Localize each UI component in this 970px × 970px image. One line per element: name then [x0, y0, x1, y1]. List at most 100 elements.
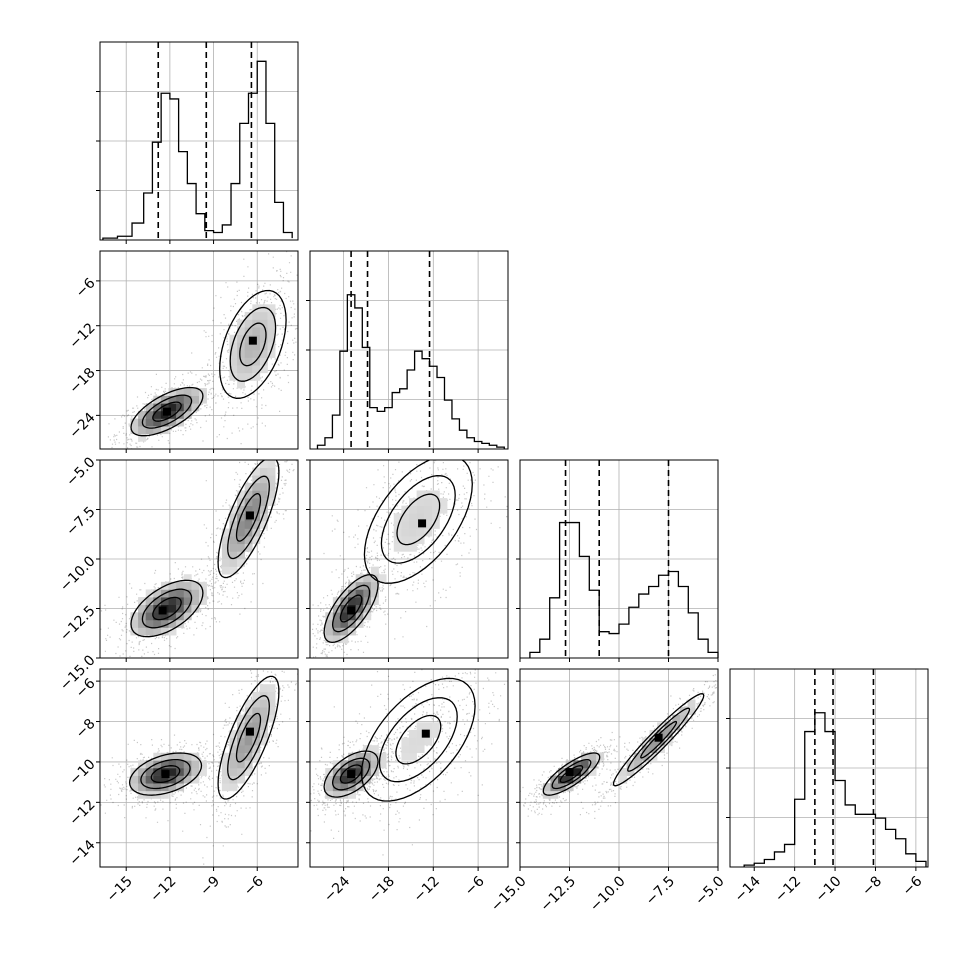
density-cell [252, 350, 261, 358]
density-cell [267, 482, 276, 491]
contour-line [130, 386, 204, 437]
contour-line [239, 322, 267, 367]
density-cell [259, 498, 268, 506]
contour-line [323, 750, 379, 798]
density-cell [259, 707, 268, 715]
density-cell [439, 505, 448, 514]
density-cell [259, 304, 268, 313]
density-cell [348, 581, 356, 590]
density-cell [199, 597, 207, 605]
density-cell [176, 604, 185, 613]
density-cell [168, 619, 177, 628]
density-cell [153, 597, 162, 605]
density-cell [267, 707, 276, 715]
density-cell [424, 505, 433, 514]
density-cell [229, 372, 238, 381]
density-cell [363, 760, 372, 769]
density-cell [130, 619, 139, 628]
scatter-panel-3-0 [100, 669, 298, 867]
density-cell [267, 319, 276, 328]
y-tick-label: −12.5 [57, 603, 99, 645]
contour-line [612, 693, 705, 787]
density-cell [267, 342, 276, 351]
density-cell [221, 775, 230, 784]
density-cell [138, 619, 146, 628]
density-cell [229, 543, 238, 552]
density-cell [183, 388, 192, 396]
density-cell [244, 490, 253, 499]
density-cell [687, 699, 696, 708]
density-cell [237, 490, 245, 499]
density-peak [248, 336, 257, 345]
density-cell [229, 536, 238, 545]
density-cell [244, 327, 253, 336]
density-cell [229, 528, 238, 537]
density-cell [370, 574, 379, 583]
density-cell [168, 768, 177, 776]
density-cell [221, 752, 230, 761]
density-cell [138, 775, 146, 784]
density-cell [252, 729, 261, 738]
x-tick-label: −5.0 [692, 873, 727, 908]
density-cell [252, 467, 261, 476]
density-cell [259, 520, 268, 529]
density-cell [431, 490, 440, 499]
density-cell [409, 752, 417, 761]
density-cell [580, 760, 589, 769]
density-cell [259, 714, 268, 723]
density-cell [267, 304, 276, 313]
density-cell [153, 612, 162, 621]
density-cell [259, 357, 268, 366]
density-cell [221, 768, 230, 776]
density-cell [340, 783, 349, 792]
density-cell [183, 410, 192, 419]
density-cell [229, 566, 238, 575]
density-cell [340, 627, 349, 636]
density-cell [244, 543, 253, 552]
density-cell [191, 581, 200, 590]
density-cell [183, 403, 192, 412]
density-cell [145, 410, 154, 419]
density-cell [378, 760, 387, 769]
density-cell [267, 684, 276, 693]
density-cell [416, 505, 425, 514]
contour-line [380, 475, 456, 564]
density-cell [160, 790, 169, 799]
density-cell [221, 783, 230, 792]
density-cell [325, 635, 334, 644]
density-cell [153, 426, 162, 435]
density-peak [158, 606, 167, 615]
density-cell [229, 505, 238, 514]
density-cell [130, 775, 139, 784]
density-cell [325, 612, 334, 621]
y-tick-label: −12 [66, 797, 98, 829]
density-cell [348, 597, 356, 605]
density-cell [237, 714, 245, 723]
density-cell [130, 426, 139, 435]
density-cell [325, 627, 334, 636]
density-cell [229, 752, 238, 761]
density-cell [649, 729, 658, 738]
x-tick-label: −18 [366, 873, 398, 905]
density-cell [409, 729, 417, 738]
density-cell [325, 768, 334, 776]
density-cell [267, 498, 276, 506]
scatter-panel-2-1 [310, 459, 508, 659]
density-cell [237, 380, 245, 389]
density-cell [153, 760, 162, 769]
density-cell [409, 520, 417, 529]
density-cell [145, 604, 154, 613]
density-cell [138, 612, 146, 621]
density-cell [145, 775, 154, 784]
density-cell [168, 589, 177, 598]
density-cell [340, 635, 349, 644]
scatter-panel-3-1 [310, 669, 508, 867]
y-tick-label: −14 [66, 837, 98, 869]
density-cell [634, 760, 643, 769]
density-cell [168, 403, 177, 412]
density-cell [393, 536, 402, 545]
density-cell [229, 729, 238, 738]
density-cell [332, 604, 341, 613]
density-peak [418, 519, 427, 528]
density-cell [229, 745, 238, 754]
